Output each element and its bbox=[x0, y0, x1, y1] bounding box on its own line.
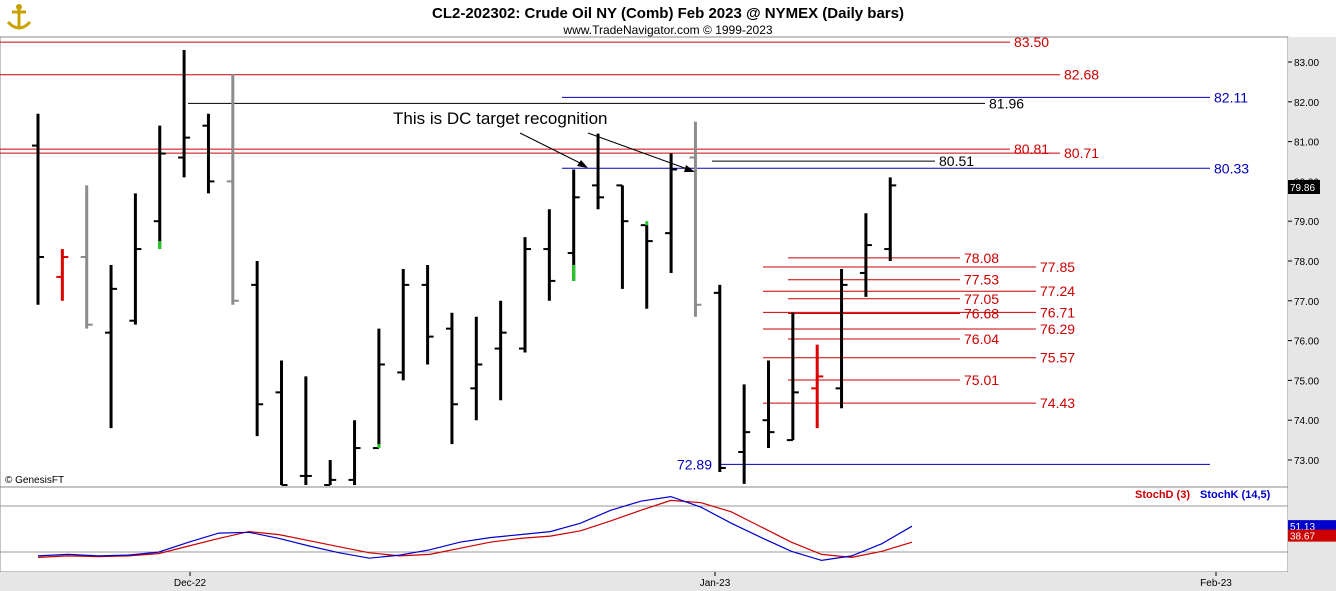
ohlc-bar bbox=[859, 213, 872, 297]
ohlc-bar bbox=[470, 316, 483, 421]
price-tick-label: 74.00 bbox=[1294, 416, 1319, 427]
ohlc-bar bbox=[32, 113, 44, 305]
ohlc-bar bbox=[689, 121, 702, 317]
ohlc-bar bbox=[372, 328, 385, 450]
stoch-value-label: 38.67 bbox=[1290, 532, 1315, 543]
ohlc-bar bbox=[324, 460, 337, 486]
level-label-black: 81.96 bbox=[989, 95, 1024, 111]
level-label-red: 74.43 bbox=[1040, 395, 1075, 411]
ohlc-bar bbox=[713, 284, 726, 472]
ohlc-bar bbox=[786, 312, 799, 442]
stochd-line bbox=[37, 499, 913, 559]
date-tick-label: Jan-23 bbox=[700, 578, 731, 589]
price-tick-label: 83.00 bbox=[1294, 58, 1319, 69]
level-label-red: 83.50 bbox=[1014, 34, 1049, 50]
anchor-logo-icon bbox=[3, 4, 35, 34]
stoch-panel bbox=[0, 486, 1289, 573]
level-label-blue: 82.11 bbox=[1214, 89, 1248, 105]
ohlc-bar bbox=[811, 344, 824, 429]
ohlc-bar bbox=[56, 249, 69, 301]
level-label-red: 76.71 bbox=[1040, 304, 1075, 320]
price-panel bbox=[0, 36, 1289, 488]
date-tick-label: Feb-23 bbox=[1200, 578, 1232, 589]
level-label-red: 77.24 bbox=[1040, 283, 1075, 299]
ohlc-bar bbox=[543, 209, 556, 301]
ohlc-bar bbox=[348, 420, 361, 485]
stochd-legend: StochD (3) bbox=[1135, 489, 1190, 501]
last-price-box bbox=[1288, 179, 1320, 194]
level-label-red: 80.71 bbox=[1064, 145, 1099, 161]
price-tick-label: 77.00 bbox=[1294, 297, 1319, 308]
date-tick-label: Dec-22 bbox=[174, 578, 207, 589]
price-tick-label: 81.00 bbox=[1294, 138, 1319, 149]
ohlc-bar bbox=[665, 153, 678, 273]
price-tick-label: 76.00 bbox=[1294, 337, 1319, 348]
annotation-text: This is DC target recognition bbox=[393, 109, 607, 128]
copyright-text: © GenesisFT bbox=[5, 475, 64, 486]
level-label-red: 76.04 bbox=[964, 331, 999, 347]
stoch-value-box bbox=[1288, 520, 1336, 533]
ohlc-bar bbox=[299, 376, 312, 485]
last-price-label: 79.86 bbox=[1290, 183, 1315, 194]
chart-subtitle: www.TradeNavigator.com © 1999-2023 bbox=[562, 23, 772, 37]
level-label-red: 77.53 bbox=[964, 272, 999, 288]
ohlc-bar bbox=[129, 193, 142, 325]
level-label-red: 76.29 bbox=[1040, 321, 1075, 337]
stochk-line bbox=[37, 495, 913, 562]
price-tick-label: 82.00 bbox=[1294, 98, 1319, 109]
ohlc-bar bbox=[762, 360, 775, 449]
stoch-value-label: 51.13 bbox=[1290, 522, 1315, 533]
ohlc-bar bbox=[445, 312, 458, 445]
level-label-red: 77.85 bbox=[1040, 259, 1075, 275]
logo bbox=[3, 4, 35, 34]
ohlc-bar bbox=[616, 184, 629, 289]
chart-title: CL2-202302: Crude Oil NY (Comb) Feb 2023… bbox=[432, 5, 904, 22]
price-tick-label: 73.00 bbox=[1294, 456, 1319, 467]
price-tick-label: 78.00 bbox=[1294, 257, 1319, 268]
level-label-red: 75.01 bbox=[964, 372, 999, 388]
ohlc-bar bbox=[202, 113, 215, 194]
level-label-black: 80.51 bbox=[939, 153, 974, 169]
ohlc-bar bbox=[519, 237, 531, 353]
price-tick-label: 75.00 bbox=[1294, 376, 1319, 387]
ohlc-bar bbox=[226, 73, 239, 305]
level-label-red: 76.68 bbox=[964, 306, 999, 322]
ohlc-bar bbox=[397, 268, 410, 381]
ohlc-bar bbox=[738, 384, 751, 484]
level-label-blue: 80.33 bbox=[1214, 160, 1249, 176]
ohlc-bar bbox=[884, 177, 897, 261]
ohlc-bar bbox=[592, 133, 605, 210]
ohlc-bar bbox=[80, 185, 93, 329]
level-label-red: 82.68 bbox=[1064, 67, 1099, 83]
stoch-value-box bbox=[1288, 529, 1336, 542]
level-label-red: 75.57 bbox=[1040, 350, 1075, 366]
ohlc-bar bbox=[105, 264, 118, 429]
price-tick-label: 79.00 bbox=[1294, 217, 1319, 228]
level-label-red: 77.05 bbox=[964, 291, 999, 307]
ohlc-bar bbox=[835, 268, 848, 409]
ohlc-bar bbox=[567, 169, 580, 281]
ohlc-bar bbox=[275, 360, 288, 486]
ohlc-bar bbox=[153, 125, 166, 250]
ohlc-bar bbox=[178, 50, 191, 178]
ohlc-bar bbox=[251, 261, 264, 437]
level-label-red: 78.08 bbox=[964, 250, 999, 266]
level-label-red: 80.81 bbox=[1014, 141, 1049, 157]
level-label-blue: 72.89 bbox=[677, 456, 712, 472]
stochk-legend: StochK (14,5) bbox=[1200, 489, 1271, 501]
annotation-arrows bbox=[519, 132, 695, 172]
date-axis bbox=[0, 572, 1336, 591]
ohlc-bar bbox=[494, 300, 507, 401]
ohlc-bar bbox=[421, 264, 434, 365]
price-axis bbox=[1288, 37, 1336, 487]
ohlc-bar bbox=[640, 221, 653, 309]
